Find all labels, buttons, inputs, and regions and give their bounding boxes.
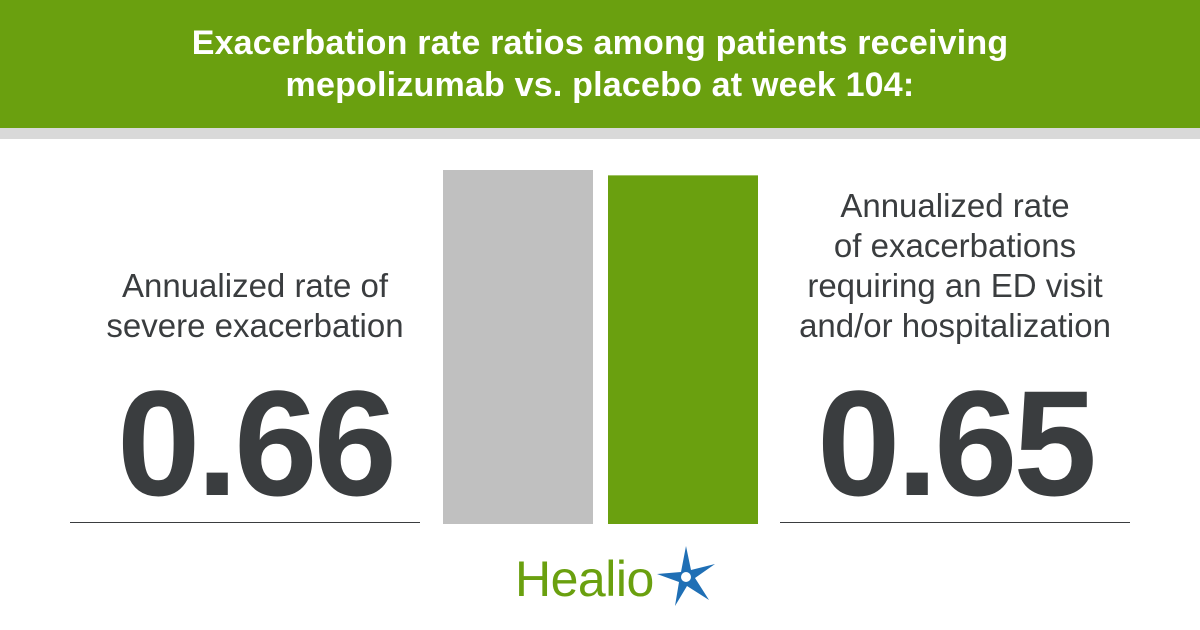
bar-severe-exacerbation (443, 170, 593, 524)
right-stat-value: 0.65 (817, 359, 1097, 527)
left-stat-value: 0.66 (117, 359, 397, 527)
title-banner: Exacerbation rate ratios among patients … (0, 0, 1200, 128)
title-line-1: Exacerbation rate ratios among patients … (191, 24, 1009, 62)
right-label-line-4: and/or hospitalization (799, 307, 1111, 344)
right-label-line-1: Annualized rate (840, 187, 1070, 224)
right-stat-label: Annualized rate of exacerbations requiri… (780, 186, 1130, 346)
left-label-line-1: Annualized rate of (121, 267, 388, 304)
healio-logo: Healio (515, 546, 725, 612)
star-icon (657, 546, 715, 606)
right-label-line-3: requiring an ED visit (807, 267, 1103, 304)
logo-wordmark: Healio (515, 551, 654, 607)
left-baseline (70, 522, 420, 523)
left-label-line-2: severe exacerbation (106, 307, 404, 344)
bar-ed-visit-hospitalization (608, 175, 758, 524)
title-line-2: mepolizumab vs. placebo at week 104: (285, 66, 915, 104)
left-stat-label: Annualized rate of severe exacerbation (70, 266, 440, 346)
banner-divider (0, 128, 1200, 139)
right-label-line-2: of exacerbations (833, 227, 1077, 264)
right-baseline (780, 522, 1130, 523)
chart-title: Exacerbation rate ratios among patients … (192, 22, 1009, 106)
